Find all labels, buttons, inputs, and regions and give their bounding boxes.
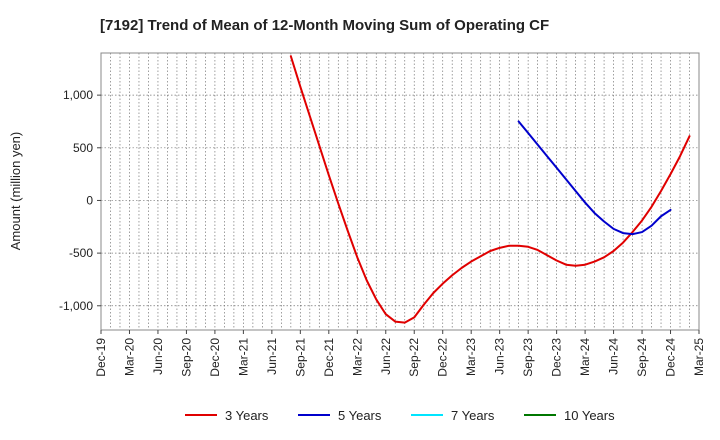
x-tick-label: Jun-23 [493,338,507,375]
legend-label: 10 Years [564,408,615,423]
legend-item-3-years: 3 Years [185,408,269,423]
x-tick-label: Dec-24 [664,338,678,377]
x-tick-label: Sep-22 [407,338,421,377]
x-tick-label: Dec-21 [322,338,336,377]
series-line-5-years [517,120,672,236]
x-tick-label: Mar-22 [350,338,364,376]
x-tick-label: Mar-21 [236,338,250,376]
legend-label: 3 Years [225,408,269,423]
y-tick-label: -1,000 [59,299,93,313]
legend-item-5-years: 5 Years [298,408,382,423]
legend-label: 5 Years [338,408,382,423]
y-tick-label: 0 [86,193,93,207]
grid [101,53,699,330]
x-tick-label: Dec-20 [208,338,222,377]
x-tick-label: Mar-23 [464,338,478,376]
series-lines [289,55,691,324]
plot-area [101,53,699,330]
x-tick-label: Sep-21 [293,338,307,377]
x-tick-label: Dec-22 [436,338,450,377]
y-axis-ticks: 1,000 500 0 -500 -1,000 [59,88,101,313]
y-tick-label: 1,000 [63,88,93,102]
x-tick-label: Jun-20 [151,338,165,375]
legend: 3 Years 5 Years 7 Years 10 Years [185,408,615,423]
x-tick-label: Mar-24 [578,338,592,376]
x-tick-label: Dec-19 [94,338,108,377]
x-tick-label: Jun-22 [379,338,393,375]
plot-frame [100,52,700,331]
x-tick-label: Sep-20 [179,338,193,377]
x-tick-label: Sep-23 [521,338,535,377]
x-axis-ticks: Dec-19 Mar-20 Jun-20 Sep-20 Dec-20 Mar-21 Jun-… [94,330,706,377]
x-tick-label: Dec-23 [550,338,564,377]
x-tick-label: Jun-24 [607,338,621,375]
x-tick-label: Mar-25 [692,338,706,376]
y-tick-label: -500 [69,246,93,260]
legend-label: 7 Years [451,408,495,423]
x-tick-label: Mar-20 [122,338,136,376]
x-tick-label: Sep-24 [635,338,649,377]
legend-item-7-years: 7 Years [411,408,495,423]
x-tick-label: Jun-21 [265,338,279,375]
chart-title: [7192] Trend of Mean of 12-Month Moving … [100,17,549,34]
series-line-3-years [289,55,691,324]
y-axis-label: Amount (million yen) [8,132,23,251]
legend-item-10-years: 10 Years [524,408,615,423]
y-tick-label: 500 [73,141,93,155]
